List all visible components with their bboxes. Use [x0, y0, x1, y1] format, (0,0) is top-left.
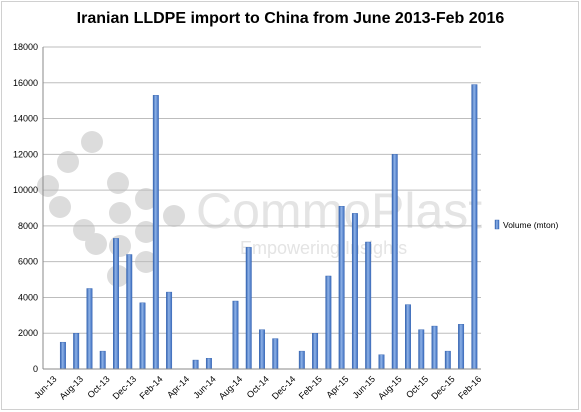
x-tick-label: Dec-14 [270, 374, 298, 402]
bar [73, 333, 80, 370]
x-tick-label: Feb-14 [138, 374, 165, 401]
bar [205, 358, 212, 370]
legend: Volume (mton) [494, 219, 558, 230]
legend-swatch [494, 219, 500, 230]
bar [431, 325, 438, 370]
y-tick-label: 4000 [18, 292, 38, 302]
bar [192, 359, 199, 370]
bar [418, 329, 425, 370]
watermark-dot [57, 151, 79, 173]
x-tick-label: Jun-14 [191, 374, 218, 401]
axes [42, 47, 481, 370]
bar [351, 213, 358, 370]
bar [152, 95, 159, 370]
watermark-dot [107, 172, 129, 194]
x-tick-label: Jun-13 [32, 374, 59, 401]
bars [59, 84, 478, 370]
x-tick-label: Aug-13 [58, 374, 86, 402]
watermark-dot [37, 175, 59, 197]
bar [166, 291, 173, 370]
x-tick-label: Oct-13 [85, 374, 111, 400]
legend-label: Volume (mton) [503, 220, 558, 230]
bar [312, 333, 319, 370]
y-tick-label: 12000 [13, 149, 38, 159]
bar [59, 341, 66, 370]
watermark-dot [135, 221, 157, 243]
bar [272, 338, 279, 370]
bar [86, 288, 93, 370]
x-tick-label: Dec-13 [111, 374, 139, 402]
watermark-dot [81, 131, 103, 153]
bar [365, 241, 372, 370]
y-tick-label: 8000 [18, 221, 38, 231]
bar [471, 84, 478, 370]
bar [458, 324, 465, 370]
y-axis-tick-labels: 0 2000 4000 6000 8000 10000 12000 14000 16000 180… [13, 42, 38, 374]
x-tick-label: Oct-14 [245, 374, 271, 400]
x-tick-label: Aug-15 [376, 374, 404, 402]
x-tick-label: Feb-16 [456, 374, 483, 401]
bar [338, 206, 345, 370]
bar [113, 238, 119, 370]
x-tick-label: Aug-14 [217, 374, 245, 402]
x-tick-label: Oct-15 [404, 374, 430, 400]
watermark-dot [85, 233, 107, 255]
x-tick-label: Feb-15 [297, 374, 324, 401]
x-tick-label: Apr-15 [324, 374, 350, 400]
bar [245, 247, 252, 370]
bar [391, 154, 398, 370]
watermark-dot [163, 205, 185, 227]
y-tick-label: 2000 [18, 328, 38, 338]
watermark-dot [135, 188, 157, 210]
bar [405, 304, 411, 370]
y-tick-label: 10000 [13, 185, 38, 195]
y-tick-label: 14000 [13, 114, 38, 124]
chart-title: Iranian LLDPE import to China from June … [76, 10, 505, 27]
bar [378, 354, 385, 370]
y-tick-label: 18000 [13, 42, 38, 52]
watermark-tagline: Empowering Insights [240, 238, 407, 258]
y-tick-label: 0 [33, 364, 38, 374]
x-tick-label: Apr-14 [165, 374, 191, 400]
bar [325, 275, 332, 370]
y-tick-label: 16000 [13, 78, 38, 88]
bar [259, 329, 265, 370]
watermark-dot [109, 235, 131, 257]
x-tick-label: Jun-15 [351, 374, 378, 401]
bar [444, 350, 451, 370]
y-tick-label: 6000 [18, 257, 38, 267]
watermark-dot [49, 196, 71, 218]
bar [139, 302, 146, 370]
x-tick-label: Dec-15 [429, 374, 457, 402]
bar [99, 350, 106, 370]
bar [232, 300, 239, 370]
bar [298, 350, 305, 370]
watermark-dot [109, 202, 131, 224]
bar [126, 254, 133, 370]
